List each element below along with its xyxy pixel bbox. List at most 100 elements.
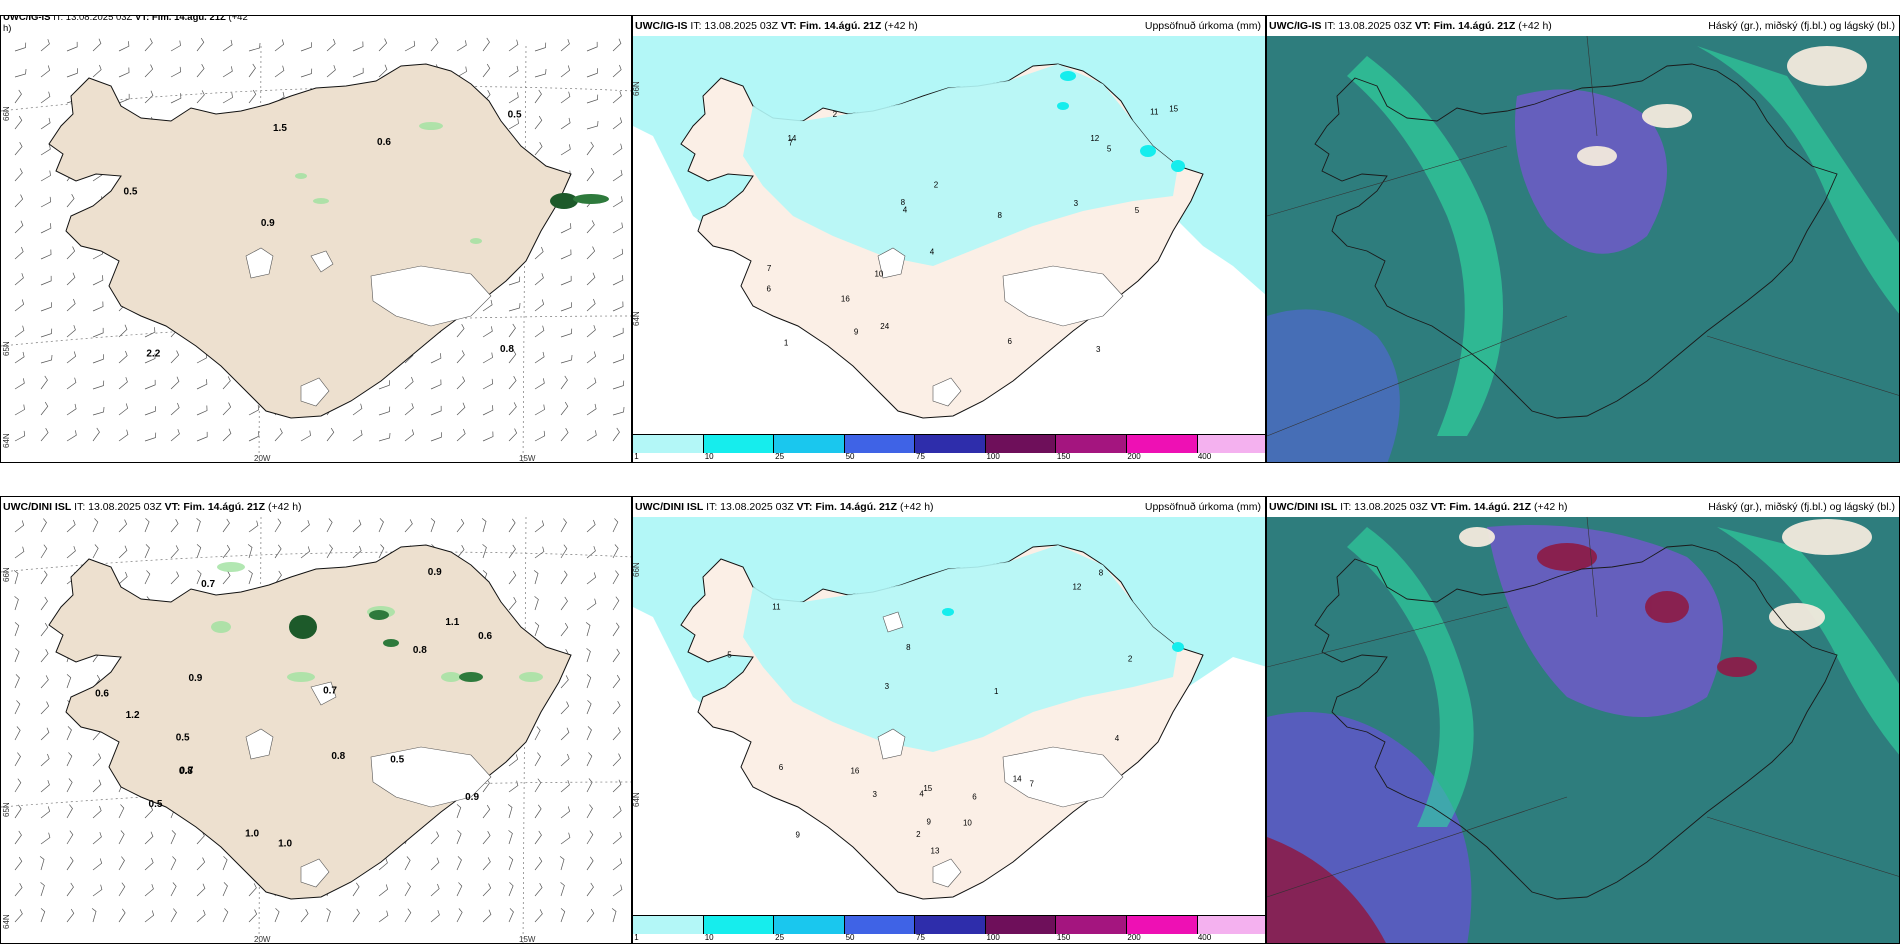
wind-barb: [534, 596, 539, 611]
precip-value-label: 3: [1074, 199, 1079, 208]
valid-time: VT: Fim. 14.ágú. 21Z: [1414, 20, 1516, 32]
wind-barb: [66, 674, 72, 689]
wind-barb: [534, 246, 544, 260]
wind-barb: [118, 324, 128, 338]
valid-time: VT: Fim. 14.ágú. 21Z: [1430, 501, 1532, 513]
wind-barb: [612, 354, 624, 364]
wind-value-label: 0.5: [176, 732, 190, 743]
lon-label-20w: 20W: [254, 454, 271, 463]
wind-barb: [456, 428, 466, 442]
wind-barb: [560, 117, 571, 130]
wind-barb: [378, 518, 384, 533]
wind-barb: [482, 431, 494, 442]
lat-label-64n: 64N: [2, 433, 11, 448]
lead-time: (+42 h): [884, 20, 918, 32]
wind-barb: [612, 570, 619, 585]
wind-barb: [196, 544, 202, 559]
precip-value-label: 12: [1090, 134, 1099, 143]
colorbar-tick-label: 100: [986, 933, 1000, 942]
colorbar-segment: [1126, 435, 1198, 453]
wind-barb: [534, 726, 541, 741]
cloud-highcloud: [1347, 56, 1503, 436]
wind-barb: [92, 275, 104, 286]
wind-barb: [14, 378, 25, 390]
wind-barb: [586, 41, 598, 52]
wind-barb: [14, 89, 22, 104]
wind-value-label: 0.6: [478, 631, 492, 642]
wind-barb: [40, 596, 48, 611]
wind-barb: [170, 350, 180, 364]
wind-value-label: 0.5: [508, 110, 522, 121]
wind-barb: [118, 571, 128, 585]
wind-barb: [92, 779, 102, 793]
wind-barb: [534, 89, 542, 104]
wind-barb: [456, 804, 462, 819]
wind-barb: [196, 570, 202, 585]
lon-label-20w: 20W: [254, 935, 271, 944]
wind-barb: [508, 570, 517, 585]
wind-barb: [559, 856, 565, 871]
wind-barb: [534, 883, 543, 897]
wind-barb: [40, 275, 52, 286]
init-time: IT: 13.08.2025 03Z: [53, 15, 133, 23]
wind-panel-top: UWC/IG-IS IT: 13.08.2025 03Z VT: Fim. 14…: [0, 15, 632, 463]
wind-value-label: 0.8: [331, 751, 345, 762]
wind-barb: [222, 376, 231, 390]
wind-barb: [560, 675, 569, 689]
wind-barb: [430, 857, 440, 871]
precip-blobs: [295, 122, 482, 244]
precip-value-label: 10: [963, 818, 972, 827]
precip-value-label: 11: [772, 602, 781, 611]
colorbar-segment: [1056, 916, 1127, 934]
lat-label-64n: 64N: [633, 311, 641, 326]
wind-barb: [14, 856, 23, 871]
wind-barb: [39, 856, 45, 871]
precip-cores: [942, 608, 1184, 652]
wind-barb: [612, 327, 624, 338]
wind-barb: [40, 727, 50, 741]
wind-barb: [248, 42, 261, 52]
wind-barb: [456, 376, 466, 390]
wind-barb: [92, 301, 104, 312]
wind-barb: [482, 857, 491, 871]
wind-barb: [170, 376, 180, 390]
wind-value-label: 0.6: [377, 137, 391, 148]
precip-value-label: 5: [1107, 144, 1112, 153]
precip-value-label: 8: [906, 643, 911, 652]
wind-barb: [222, 402, 232, 416]
wind-barb: [144, 64, 154, 78]
wind-barb: [170, 545, 179, 559]
wind-barb: [248, 570, 253, 585]
wind-barb: [586, 598, 597, 611]
wind-barb: [612, 117, 623, 130]
wind-barb: [196, 64, 205, 78]
wind-barb: [14, 430, 26, 442]
wind-barb: [560, 832, 571, 845]
wind-barb: [430, 38, 439, 52]
wind-barb: [118, 856, 125, 871]
wind-barb: [66, 68, 78, 78]
model-name: UWC/DINI ISL: [3, 501, 72, 513]
cloud-panel-top: UWC/IG-IS IT: 13.08.2025 03Z VT: Fim. 14…: [1266, 15, 1900, 463]
wind-barb: [586, 700, 592, 715]
lead-time: (+42 h): [1518, 20, 1552, 32]
wind-barb: [170, 571, 180, 585]
wind-barb: [66, 519, 76, 533]
wind-value-label: 1.1: [445, 617, 459, 628]
wind-barb: [14, 674, 20, 689]
wind-barb: [430, 405, 442, 416]
wind-barb: [586, 403, 597, 416]
wind-barb: [300, 546, 311, 559]
wind-barb: [14, 778, 22, 793]
wind-barb: [326, 65, 336, 78]
heavy-precip: [550, 193, 609, 209]
colorbar-segment: [985, 435, 1057, 453]
cloud-highcloud: [1347, 527, 1474, 827]
precip-value-label: 9: [926, 817, 931, 826]
precip-panel-top-field: Uppsöfnuð úrkoma (mm): [1144, 20, 1261, 32]
wind-barb: [612, 169, 623, 182]
wind-barb: [508, 118, 519, 130]
wind-barb: [586, 572, 597, 585]
wind-barb: [170, 402, 180, 416]
